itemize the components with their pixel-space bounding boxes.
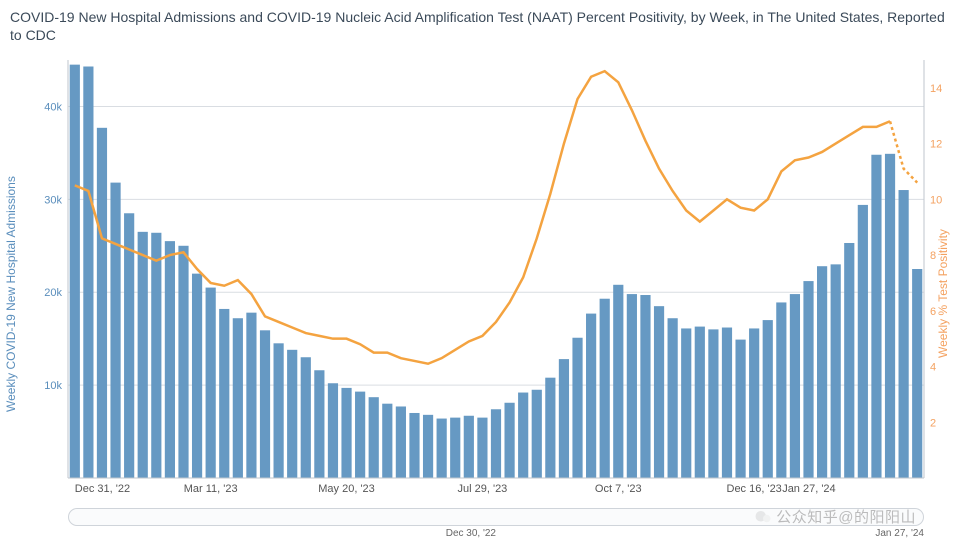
bar xyxy=(260,331,270,479)
bar xyxy=(518,393,528,478)
wechat-icon xyxy=(754,508,772,526)
bar xyxy=(586,314,596,478)
y-right-tick-label: 14 xyxy=(930,83,942,95)
x-tick-label: Dec 16, '23 xyxy=(727,483,782,495)
bar xyxy=(831,265,841,479)
bar xyxy=(681,329,691,479)
bar xyxy=(110,183,120,478)
x-tick-label: Jul 29, '23 xyxy=(458,483,508,495)
bar xyxy=(858,205,868,478)
bar xyxy=(559,359,569,478)
bar xyxy=(722,328,732,478)
bar xyxy=(844,243,854,478)
y-left-tick-label: 30k xyxy=(44,195,62,207)
bar xyxy=(274,344,284,479)
bar xyxy=(369,398,379,479)
bar xyxy=(749,329,759,479)
bar xyxy=(423,415,433,478)
slider-start-label: Dec 30, '22 xyxy=(446,528,496,539)
bar xyxy=(776,303,786,479)
bar xyxy=(912,269,922,478)
bar xyxy=(572,338,582,478)
bar xyxy=(450,418,460,478)
bar xyxy=(491,410,501,479)
bar xyxy=(124,214,134,479)
bar xyxy=(409,413,419,478)
bar xyxy=(803,281,813,478)
x-tick-label: Mar 11, '23 xyxy=(184,483,238,495)
bar xyxy=(885,154,895,478)
bar xyxy=(246,313,256,478)
bar xyxy=(871,155,881,478)
watermark-text-2: @的阳阳山 xyxy=(838,509,916,526)
bar xyxy=(301,358,311,479)
bar xyxy=(192,274,202,478)
bar xyxy=(640,295,650,478)
bar xyxy=(735,340,745,478)
bar xyxy=(151,233,161,478)
chart-title: COVID-19 New Hospital Admissions and COV… xyxy=(0,0,956,44)
bar xyxy=(600,299,610,478)
bar xyxy=(464,416,474,478)
x-tick-label: Dec 31, '22 xyxy=(75,483,130,495)
bar xyxy=(341,388,351,478)
bar xyxy=(165,242,175,479)
bar xyxy=(233,319,243,479)
bar xyxy=(206,288,216,478)
x-tick-label: May 20, '23 xyxy=(318,483,375,495)
bar xyxy=(328,384,338,479)
watermark: 公众知乎@的阳阳山 xyxy=(754,506,916,527)
y-right-tick-label: 4 xyxy=(930,362,936,374)
bar xyxy=(545,378,555,478)
bar xyxy=(138,232,148,478)
bar xyxy=(613,285,623,478)
bar xyxy=(396,407,406,479)
bar xyxy=(654,307,664,479)
bar xyxy=(668,319,678,479)
bar xyxy=(695,327,705,478)
bar xyxy=(627,294,637,478)
bar xyxy=(477,418,487,478)
slider-end-label: Jan 27, '24 xyxy=(875,528,924,539)
y-right-tick-label: 2 xyxy=(930,418,936,430)
bar xyxy=(790,294,800,478)
bar xyxy=(355,392,365,478)
y-left-tick-label: 20k xyxy=(44,288,62,300)
bar xyxy=(382,404,392,478)
bar xyxy=(708,330,718,479)
y-right-tick-label: 6 xyxy=(930,306,936,318)
bar xyxy=(83,67,93,479)
bar xyxy=(287,350,297,478)
bar xyxy=(97,128,107,478)
bar xyxy=(817,267,827,479)
y-left-tick-label: 40k xyxy=(44,102,62,114)
bar xyxy=(532,390,542,478)
y-right-tick-label: 10 xyxy=(930,195,942,207)
bar xyxy=(314,371,324,479)
y-right-tick-label: 8 xyxy=(930,250,936,262)
x-tick-label: Jan 27, '24 xyxy=(782,483,835,495)
watermark-text-1: 公众知乎 xyxy=(776,509,838,526)
bar xyxy=(437,419,447,478)
y-left-tick-label: 10k xyxy=(44,380,62,392)
bar xyxy=(70,65,80,478)
bar xyxy=(504,403,514,478)
bar xyxy=(899,190,909,478)
x-tick-label: Oct 7, '23 xyxy=(595,483,642,495)
y-right-tick-label: 12 xyxy=(930,139,942,151)
bar xyxy=(763,320,773,478)
bar xyxy=(219,309,229,478)
bar xyxy=(178,246,188,478)
chart-svg: 10k 20k 30k 40k 2 4 6 8 10 12 14 Dec 31, '22 Mar 1… xyxy=(0,44,956,504)
